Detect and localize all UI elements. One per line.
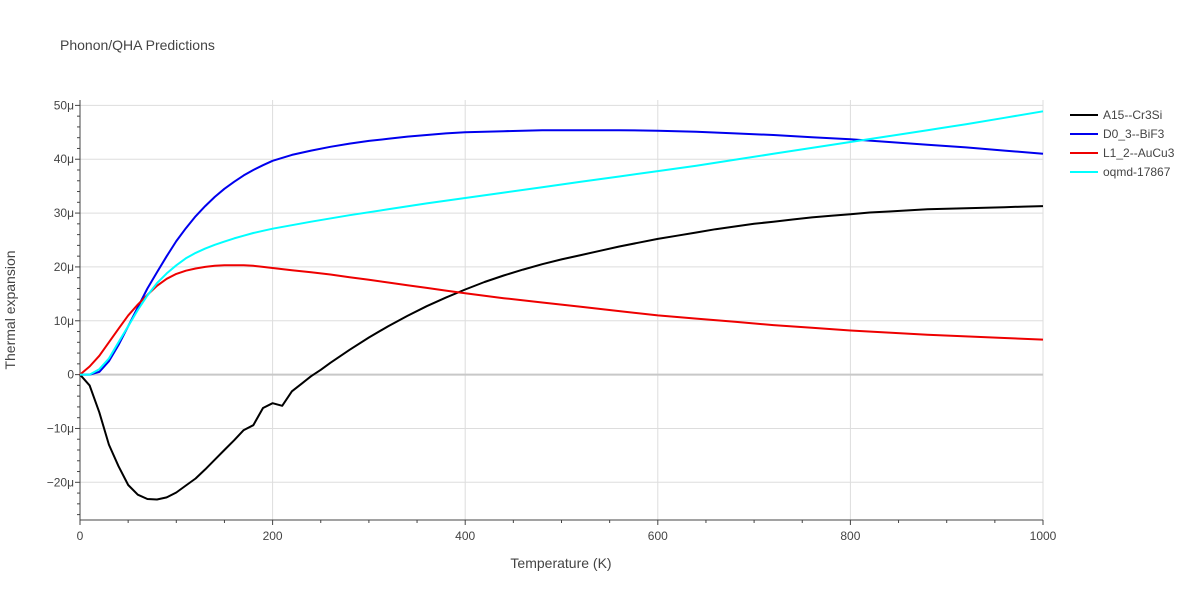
x-tick-label: 200 bbox=[263, 529, 283, 543]
y-tick-label: 0 bbox=[67, 368, 74, 382]
grid bbox=[80, 100, 1044, 520]
y-tick-label: −10μ bbox=[47, 421, 74, 435]
y-tick-label: 40μ bbox=[54, 152, 74, 166]
series-line-oqmd-17867 bbox=[80, 110, 1044, 376]
x-tick-label: 1000 bbox=[1030, 529, 1057, 543]
x-tick-label: 400 bbox=[455, 529, 475, 543]
x-tick-label: 600 bbox=[648, 529, 668, 543]
legend-label-a15-cr3si: A15--Cr3Si bbox=[1103, 108, 1162, 122]
legend-label-d0-3-bif3: D0_3--BiF3 bbox=[1103, 127, 1165, 141]
axes: 0 200 400 600 800 1000 −20μ −10μ 0 10μ 20μ 30μ 40μ 50… bbox=[47, 98, 1057, 543]
x-tick-label: 800 bbox=[840, 529, 860, 543]
series-line-d0-3-bif3 bbox=[80, 129, 1044, 376]
y-tick-label: 10μ bbox=[54, 314, 74, 328]
series-line-a15-cr3si bbox=[79, 205, 1044, 501]
x-tick-label: 0 bbox=[77, 529, 84, 543]
y-tick-label: 30μ bbox=[54, 206, 74, 220]
y-tick-label: 20μ bbox=[54, 260, 74, 274]
legend: A15--Cr3Si D0_3--BiF3 L1_2--AuCu3 oqmd-1786… bbox=[1070, 108, 1175, 179]
y-tick-label: −20μ bbox=[47, 475, 74, 489]
y-tick-label: 50μ bbox=[54, 98, 74, 112]
legend-label-l1-2-aucu3: L1_2--AuCu3 bbox=[1103, 146, 1175, 160]
x-axis-title: Temperature (K) bbox=[510, 555, 611, 571]
chart-title: Phonon/QHA Predictions bbox=[60, 37, 215, 53]
legend-label-oqmd-17867: oqmd-17867 bbox=[1103, 165, 1171, 179]
series-lines bbox=[79, 110, 1044, 501]
y-axis-title: Thermal expansion bbox=[2, 250, 18, 369]
